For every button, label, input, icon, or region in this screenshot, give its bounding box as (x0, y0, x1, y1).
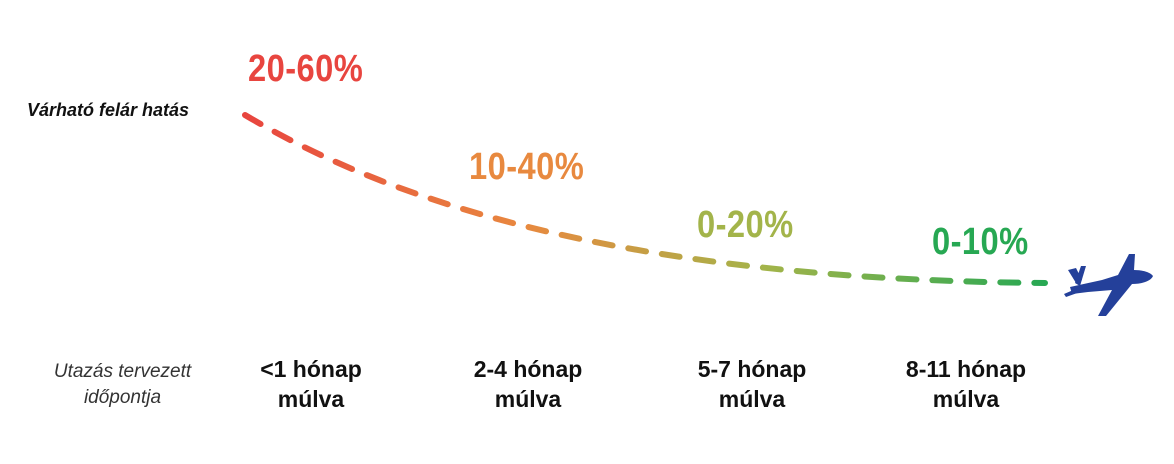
dashed-trend-line (242, 112, 1048, 286)
x-axis-label: Utazás tervezett időpontja (53, 361, 192, 408)
period-label-4: 8-11 hónap múlva (866, 354, 1066, 414)
period-line1: 5-7 hónap (697, 356, 807, 382)
range-label-4: 0-10% (932, 221, 1029, 263)
airplane-icon (1064, 254, 1153, 316)
range-label-1: 20-60% (248, 48, 364, 90)
range-label-2: 10-40% (469, 146, 585, 188)
period-line2: múlva (718, 386, 786, 412)
period-line1: 8-11 hónap (905, 356, 1027, 382)
period-line2: múlva (494, 386, 562, 412)
y-axis-label: Várható felár hatás (27, 100, 190, 120)
range-label-3: 0-20% (697, 204, 794, 246)
period-line1: 2-4 hónap (473, 356, 583, 382)
period-line1: <1 hónap (260, 356, 362, 382)
period-line2: múlva (277, 386, 345, 412)
period-label-3: 5-7 hónap múlva (652, 354, 852, 414)
period-label-1: <1 hónap múlva (211, 354, 411, 414)
period-label-2: 2-4 hónap múlva (428, 354, 628, 414)
period-line2: múlva (932, 386, 1000, 412)
